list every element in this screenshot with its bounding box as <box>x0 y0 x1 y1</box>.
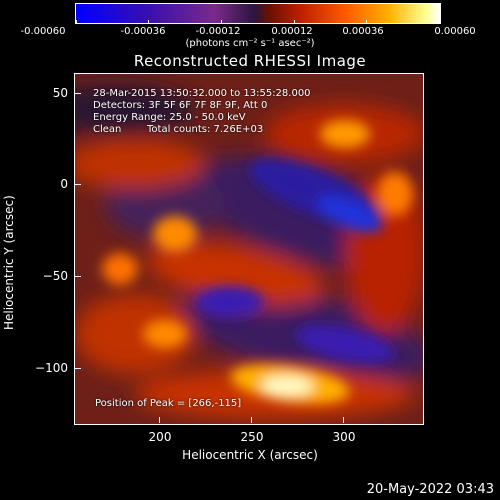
x-tick-mark <box>251 417 252 423</box>
colorbar-tick <box>438 20 439 24</box>
y-tick-label: 50 <box>52 86 68 100</box>
info-total-counts: Total counts: 7.26E+03 <box>147 124 264 135</box>
dark-band <box>75 84 195 134</box>
colorbar-tick <box>148 20 149 24</box>
colorbar-tick <box>294 20 295 24</box>
colorbar <box>75 3 441 24</box>
y-tick-mark <box>75 184 81 185</box>
solar-image: 28-Mar-2015 13:50:32.000 to 13:55:28.000… <box>74 73 424 425</box>
warm-region <box>75 139 205 189</box>
x-tick-label: 200 <box>148 430 172 444</box>
bright-regions <box>102 120 413 404</box>
orange-blob <box>153 216 197 252</box>
timestamp: 20-May-2022 03:43 <box>366 482 494 497</box>
colorbar-tick-label: 0.00060 <box>434 26 476 37</box>
info-clean: Clean <box>93 124 122 135</box>
warm-region <box>75 294 195 374</box>
colorbar-tick-label: -0.00060 <box>20 26 66 37</box>
colorbar-unit-label: (photons cm⁻² s⁻¹ asec⁻²) <box>185 38 315 49</box>
x-tick-mark <box>159 417 160 423</box>
x-tick-mark <box>343 417 344 423</box>
info-peak-position: Position of Peak = [266,-115] <box>95 398 242 409</box>
colorbar-tick <box>366 20 367 24</box>
plot-title: Reconstructed RHESSI Image <box>133 52 367 70</box>
colorbar-ticks: -0.00060 -0.00036 -0.00012 0.00012 0.000… <box>0 0 500 40</box>
y-axis-label: Heliocentric Y (arcsec) <box>2 195 16 330</box>
peak-blob <box>261 375 313 397</box>
emission-regions <box>75 84 423 419</box>
y-tick-mark <box>75 276 81 277</box>
y-tick-mark <box>75 93 81 94</box>
y-tick-label: −100 <box>35 361 68 375</box>
colorbar-tick-label: -0.00036 <box>120 26 166 37</box>
colorbar-tick-label: -0.00012 <box>195 26 241 37</box>
colorbar-tick <box>76 20 77 24</box>
colorbar-tick-label: 0.00012 <box>271 26 313 37</box>
y-tick-label: −50 <box>42 269 68 283</box>
info-detectors: Detectors: 3F 5F 6F 7F 8F 9F, Att 0 <box>93 100 268 111</box>
orange-blob <box>143 320 187 348</box>
y-tick-mark <box>75 368 81 369</box>
info-time-range: 28-Mar-2015 13:50:32.000 to 13:55:28.000 <box>93 88 311 99</box>
y-tick-label: 0 <box>60 177 68 191</box>
info-energy-range: Energy Range: 25.0 - 50.0 keV <box>93 112 246 123</box>
orange-blob <box>377 172 413 216</box>
colorbar-tick-label: 0.00036 <box>342 26 384 37</box>
blue-core <box>317 195 383 233</box>
orange-blob <box>320 120 370 148</box>
x-tick-label: 250 <box>240 430 264 444</box>
solar-image-canvas <box>75 74 423 424</box>
x-axis-label: Heliocentric X (arcsec) <box>182 448 318 462</box>
colorbar-tick <box>221 20 222 24</box>
warm-region <box>146 242 324 306</box>
x-tick-label: 300 <box>332 430 356 444</box>
blue-core <box>295 325 395 363</box>
blue-core <box>196 286 264 318</box>
orange-blob <box>102 253 138 285</box>
